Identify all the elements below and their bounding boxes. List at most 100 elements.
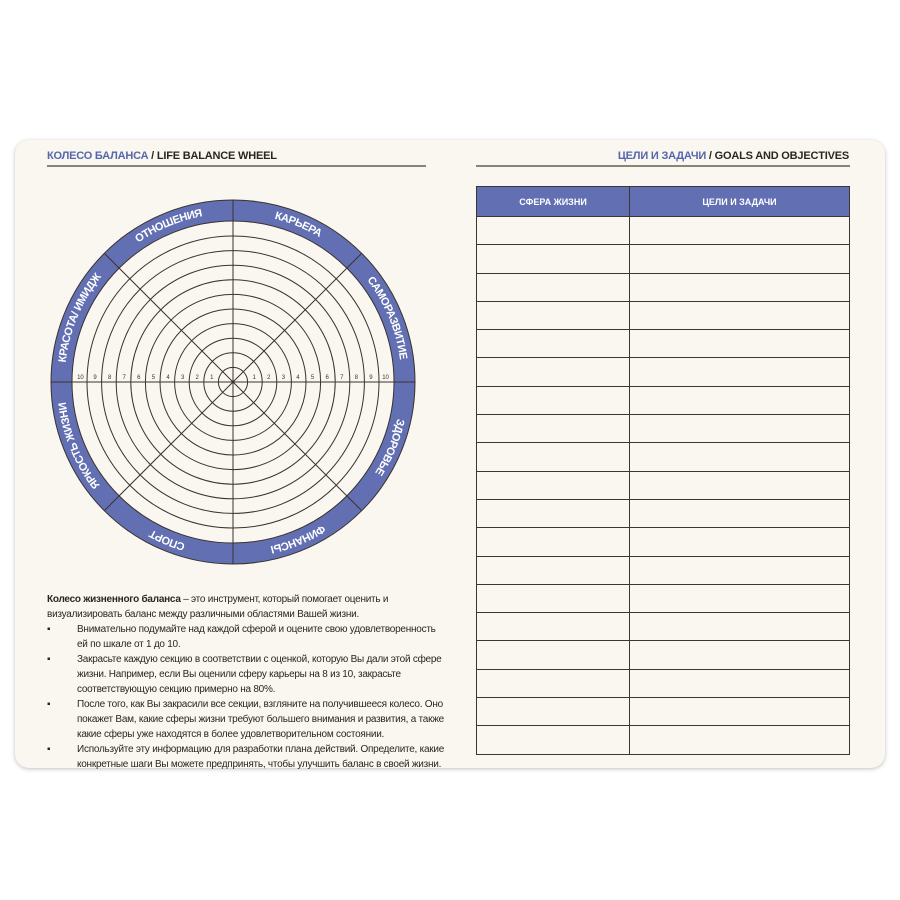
bullet-text: Внимательно подумайте над каждой сферой … xyxy=(77,624,436,650)
table-row xyxy=(476,442,850,472)
table-row xyxy=(476,244,850,274)
wheel-center-dot xyxy=(231,380,235,384)
sphere-cell[interactable] xyxy=(476,442,630,472)
scale-number: 2 xyxy=(267,375,271,381)
table-row xyxy=(476,385,850,416)
goals-cell[interactable] xyxy=(629,385,850,416)
sphere-cell[interactable] xyxy=(476,300,630,331)
bullet-item: ▪ После того, как Вы закрасили все секции… xyxy=(47,697,447,742)
scale-number: 4 xyxy=(166,375,170,381)
scale-number: 5 xyxy=(152,375,156,381)
table-row xyxy=(476,357,850,387)
scale-number: 7 xyxy=(340,375,344,381)
scale-number: 6 xyxy=(137,375,141,381)
table-row xyxy=(476,612,850,642)
sphere-cell[interactable] xyxy=(476,414,630,444)
goals-table: СФЕРА ЖИЗНИ ЦЕЛИ И ЗАДАЧИ xyxy=(476,186,850,755)
bullet-icon: ▪ xyxy=(47,654,51,665)
sphere-cell[interactable] xyxy=(476,668,630,699)
table-row xyxy=(476,527,850,557)
table-row xyxy=(476,414,850,444)
bullet-item: ▪ Внимательно подумайте над каждой сферой… xyxy=(47,622,447,652)
sphere-cell[interactable] xyxy=(476,725,630,755)
table-row xyxy=(476,470,850,500)
table-row xyxy=(476,697,850,727)
sphere-cell[interactable] xyxy=(476,329,630,359)
scale-number: 10 xyxy=(77,375,84,381)
table-row xyxy=(476,640,850,670)
sphere-cell[interactable] xyxy=(476,385,630,416)
goals-cell[interactable] xyxy=(629,300,850,331)
scale-number: 9 xyxy=(369,375,373,381)
intro-paragraph: Колесо жизненного баланса – это инструме… xyxy=(47,594,389,620)
goals-cell[interactable] xyxy=(629,612,850,642)
sphere-cell[interactable] xyxy=(476,498,630,529)
table-row xyxy=(476,215,850,246)
goals-cell[interactable] xyxy=(629,215,850,246)
scale-number: 10 xyxy=(382,375,389,381)
table-row xyxy=(476,300,850,331)
goals-cell[interactable] xyxy=(629,640,850,670)
table-row xyxy=(476,555,850,585)
scale-number: 5 xyxy=(311,375,315,381)
goals-cell[interactable] xyxy=(629,725,850,755)
instructions: Колесо жизненного баланса – это инструме… xyxy=(47,592,447,772)
bullet-text: Используйте эту информацию для разработк… xyxy=(77,744,445,770)
scale-number: 1 xyxy=(210,375,214,381)
bullet-item: ▪ Закрасьте каждую секцию в соответствии … xyxy=(47,652,447,697)
table-row xyxy=(476,668,850,699)
scale-number: 1 xyxy=(252,375,256,381)
sphere-cell[interactable] xyxy=(476,612,630,642)
left-header-rule xyxy=(47,165,426,167)
goals-cell[interactable] xyxy=(629,414,850,444)
column-header-goals: ЦЕЛИ И ЗАДАЧИ xyxy=(629,186,850,217)
scale-number: 2 xyxy=(196,375,200,381)
column-header-sphere: СФЕРА ЖИЗНИ xyxy=(476,186,630,217)
sphere-cell[interactable] xyxy=(476,244,630,274)
sphere-cell[interactable] xyxy=(476,555,630,585)
goals-cell[interactable] xyxy=(629,442,850,472)
scale-number: 9 xyxy=(93,375,97,381)
goals-cell[interactable] xyxy=(629,498,850,529)
sphere-cell[interactable] xyxy=(476,272,630,302)
sphere-cell[interactable] xyxy=(476,527,630,557)
table-row xyxy=(476,329,850,359)
right-header-rule xyxy=(476,165,850,167)
sphere-cell[interactable] xyxy=(476,357,630,387)
table-row xyxy=(476,498,850,529)
bullet-item: ▪ Используйте эту информацию для разработ… xyxy=(47,742,447,772)
right-page-header: ЦЕЛИ И ЗАДАЧИ / GOALS AND OBJECTIVES xyxy=(617,150,849,162)
sphere-cell[interactable] xyxy=(476,583,630,614)
bullet-icon: ▪ xyxy=(47,624,51,635)
goals-cell[interactable] xyxy=(629,555,850,585)
scale-number: 4 xyxy=(296,375,300,381)
sphere-cell[interactable] xyxy=(476,640,630,670)
left-page-header: КОЛЕСО БАЛАНСА / LIFE BALANCE WHEEL xyxy=(47,150,277,162)
bullet-icon: ▪ xyxy=(47,699,51,710)
scale-number: 8 xyxy=(108,375,112,381)
sphere-cell[interactable] xyxy=(476,697,630,727)
sphere-cell[interactable] xyxy=(476,470,630,500)
goals-cell[interactable] xyxy=(629,329,850,359)
table-row xyxy=(476,725,850,755)
scale-number: 8 xyxy=(355,375,359,381)
goals-cell[interactable] xyxy=(629,470,850,500)
goals-cell[interactable] xyxy=(629,697,850,727)
bullet-text: Закрасьте каждую секцию в соответствии с… xyxy=(77,654,442,695)
goals-cell[interactable] xyxy=(629,272,850,302)
sphere-cell[interactable] xyxy=(476,215,630,246)
goals-cell[interactable] xyxy=(629,527,850,557)
scale-number: 6 xyxy=(325,375,329,381)
goals-cell[interactable] xyxy=(629,244,850,274)
table-row xyxy=(476,272,850,302)
scale-number: 3 xyxy=(181,375,185,381)
scale-number: 7 xyxy=(123,375,127,381)
table-row xyxy=(476,583,850,614)
goals-cell[interactable] xyxy=(629,357,850,387)
scale-number: 3 xyxy=(282,375,286,381)
goals-cell[interactable] xyxy=(629,668,850,699)
goals-cell[interactable] xyxy=(629,583,850,614)
bullet-text: После того, как Вы закрасили все секции,… xyxy=(77,699,444,740)
bullet-icon: ▪ xyxy=(47,744,51,755)
